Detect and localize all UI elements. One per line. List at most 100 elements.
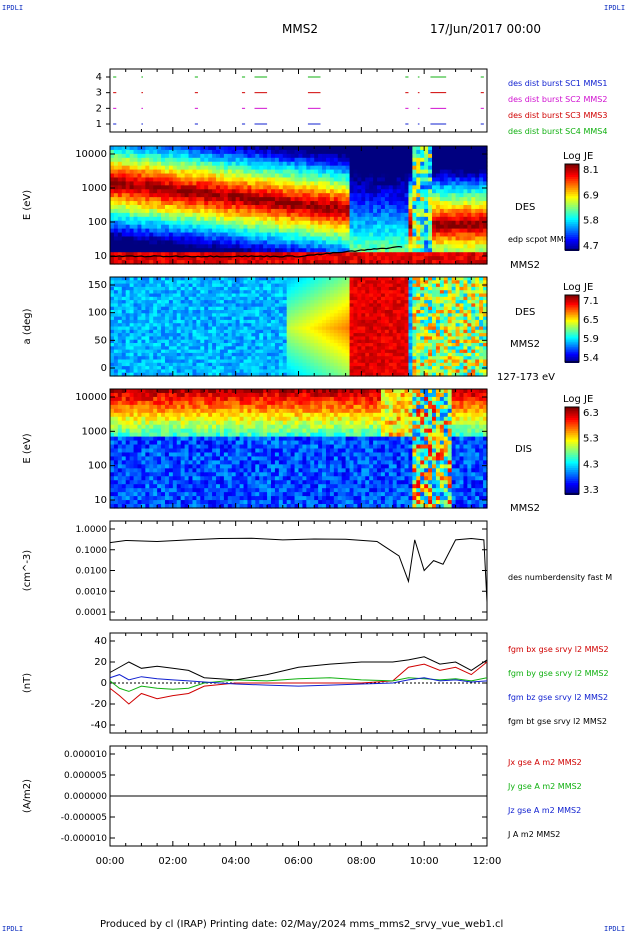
heatmap-cell bbox=[337, 256, 343, 261]
heatmap-cell bbox=[333, 232, 339, 238]
heatmap-cell bbox=[137, 252, 143, 257]
heatmap-cell bbox=[164, 173, 170, 179]
heatmap-cell bbox=[479, 228, 484, 234]
heatmap-cell bbox=[479, 189, 484, 194]
heatmap-cell bbox=[357, 149, 362, 155]
heatmap-cell bbox=[267, 201, 272, 206]
heatmap-cell bbox=[145, 224, 150, 230]
heatmap-cell bbox=[369, 216, 374, 222]
heatmap-cell bbox=[282, 286, 288, 291]
heatmap-cell bbox=[231, 303, 237, 308]
heatmap-cell bbox=[243, 343, 249, 347]
heatmap-cell bbox=[467, 181, 472, 186]
heatmap-cell bbox=[133, 181, 139, 186]
heatmap-cell bbox=[145, 157, 150, 163]
heatmap-cell bbox=[424, 212, 429, 218]
heatmap-cell bbox=[227, 260, 233, 265]
heatmap-cell bbox=[353, 323, 359, 328]
heatmap-cell bbox=[263, 369, 268, 374]
heatmap-cell bbox=[161, 232, 166, 238]
colorbar-cell bbox=[565, 187, 579, 191]
heatmap-cell bbox=[200, 290, 205, 295]
heatmap-cell bbox=[121, 220, 127, 226]
heatmap-cell bbox=[192, 333, 197, 337]
heatmap-cell bbox=[204, 185, 209, 190]
heatmap-cell bbox=[239, 220, 245, 226]
heatmap-cell bbox=[255, 165, 260, 171]
heatmap-cell bbox=[231, 319, 237, 324]
heatmap-cell bbox=[121, 326, 127, 331]
heatmap-cell bbox=[471, 220, 476, 226]
heatmap-cell bbox=[110, 201, 115, 206]
heatmap-cell bbox=[341, 256, 347, 261]
heatmap-cell bbox=[110, 212, 115, 218]
heatmap-cell bbox=[298, 339, 304, 344]
heatmap-cell bbox=[255, 177, 260, 182]
heatmap-cell bbox=[333, 352, 339, 357]
heatmap-cell bbox=[137, 352, 143, 357]
heatmap-cell bbox=[149, 193, 154, 198]
heatmap-cell bbox=[337, 300, 343, 304]
heatmap-cell bbox=[133, 319, 139, 324]
heatmap-cell bbox=[192, 310, 197, 314]
heatmap-cell bbox=[259, 296, 264, 301]
heatmap-cell bbox=[239, 336, 245, 341]
heatmap-cell bbox=[325, 181, 331, 186]
heatmap-cell bbox=[125, 329, 131, 334]
heatmap-cell bbox=[121, 228, 127, 234]
heatmap-cell bbox=[223, 157, 229, 163]
heatmap-cell bbox=[255, 224, 260, 230]
heatmap-cell bbox=[200, 169, 205, 175]
heatmap-cell bbox=[196, 316, 201, 321]
heatmap-cell bbox=[428, 240, 433, 245]
heatmap-cell bbox=[286, 346, 292, 351]
heatmap-cell bbox=[479, 252, 484, 257]
heatmap-cell bbox=[219, 224, 225, 230]
heatmap-cell bbox=[176, 303, 182, 308]
des-energy-y-tick-label: 1000 bbox=[82, 183, 107, 194]
heatmap-cell bbox=[141, 173, 146, 179]
heatmap-cell bbox=[475, 256, 480, 261]
heatmap-cell bbox=[223, 303, 229, 308]
heatmap-cell bbox=[251, 316, 256, 321]
heatmap-cell bbox=[176, 177, 182, 182]
heatmap-cell bbox=[451, 197, 457, 202]
heatmap-cell bbox=[188, 169, 194, 175]
heatmap-cell bbox=[223, 286, 229, 291]
heatmap-cell bbox=[349, 208, 355, 214]
heatmap-cell bbox=[314, 189, 319, 194]
heatmap-cell bbox=[345, 216, 351, 222]
heatmap-cell bbox=[271, 189, 276, 194]
heatmap-cell bbox=[129, 256, 135, 261]
heatmap-cell bbox=[467, 153, 472, 159]
heatmap-cell bbox=[172, 300, 178, 304]
heatmap-cell bbox=[325, 232, 331, 238]
heatmap-cell bbox=[463, 149, 468, 155]
heatmap-cell bbox=[133, 296, 139, 301]
heatmap-cell bbox=[145, 173, 150, 179]
colorbar-cell bbox=[565, 196, 579, 200]
heatmap-cell bbox=[110, 303, 115, 308]
heatmap-cell bbox=[333, 336, 339, 341]
heatmap-cell bbox=[278, 339, 284, 344]
heatmap-cell bbox=[149, 157, 154, 163]
heatmap-cell bbox=[483, 212, 488, 218]
heatmap-cell bbox=[129, 333, 135, 337]
heatmap-cell bbox=[286, 193, 292, 198]
heatmap-cell bbox=[204, 220, 209, 226]
heatmap-cell bbox=[153, 352, 158, 357]
heatmap-cell bbox=[200, 149, 205, 155]
heatmap-cell bbox=[125, 323, 131, 328]
heatmap-cell bbox=[192, 316, 197, 321]
heatmap-cell bbox=[278, 290, 284, 295]
heatmap-cell bbox=[322, 181, 327, 186]
heatmap-cell bbox=[424, 256, 429, 261]
heatmap-cell bbox=[219, 232, 225, 238]
heatmap-cell bbox=[113, 153, 119, 159]
heatmap-cell bbox=[161, 173, 166, 179]
heatmap-cell bbox=[231, 339, 237, 344]
heatmap-cell bbox=[424, 177, 429, 182]
heatmap-cell bbox=[483, 228, 488, 234]
heatmap-cell bbox=[208, 252, 213, 257]
heatmap-cell bbox=[129, 193, 135, 198]
